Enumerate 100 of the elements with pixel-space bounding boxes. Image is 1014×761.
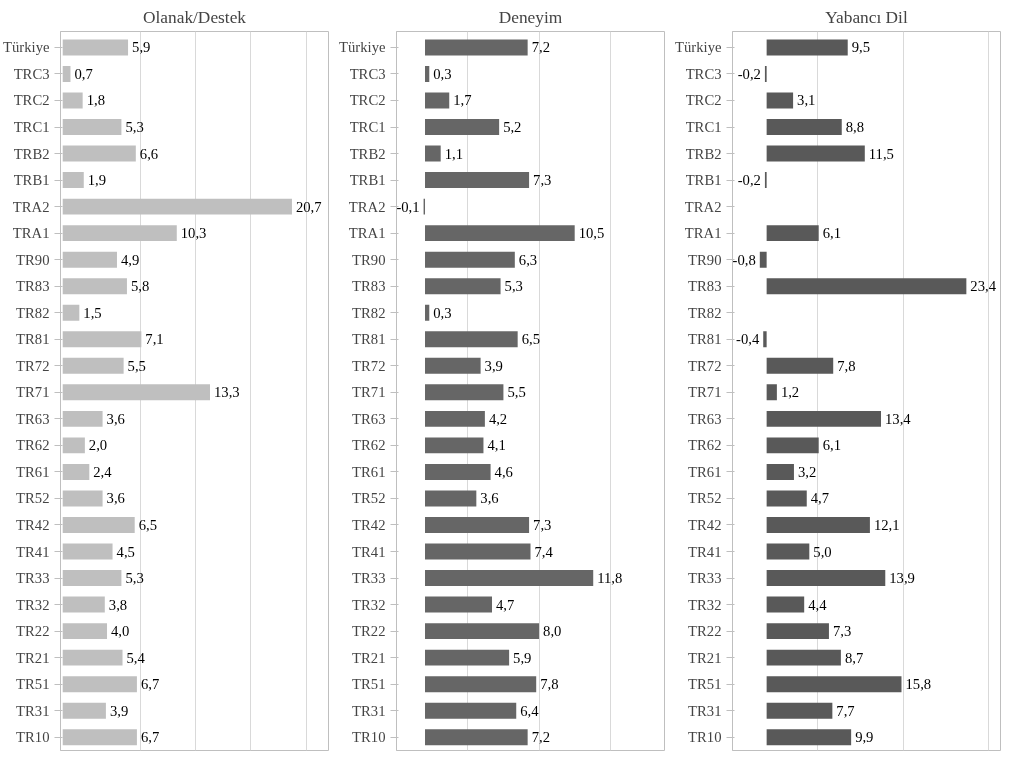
data-label: 6,7 <box>140 729 160 746</box>
y-tick-label: TRA1 <box>684 225 722 242</box>
y-tick-label: TR72 <box>352 357 386 374</box>
data-label: 13,3 <box>214 384 240 401</box>
data-label: 7,1 <box>145 331 164 348</box>
bar <box>766 119 842 135</box>
data-label: 7,8 <box>837 357 856 374</box>
y-tick-label: TRB2 <box>13 145 50 162</box>
y-tick-label: TR41 <box>688 543 722 560</box>
data-label: 8,8 <box>845 119 865 136</box>
bar <box>425 596 493 613</box>
bar <box>425 676 537 693</box>
data-label: 1,1 <box>444 145 464 162</box>
y-tick-label: TR33 <box>352 570 386 587</box>
y-tick-label: TR82 <box>16 304 50 321</box>
y-tick-label: TR82 <box>352 304 386 321</box>
bar <box>425 490 477 507</box>
bar <box>425 65 430 82</box>
y-tick-label: TR72 <box>688 357 722 374</box>
data-label: 4,7 <box>496 596 515 613</box>
y-tick-label: TR71 <box>16 384 50 401</box>
data-label: 6,3 <box>518 251 538 268</box>
y-tick-label: TR10 <box>352 729 386 746</box>
y-tick-label: TR21 <box>352 649 386 666</box>
bar <box>766 145 865 162</box>
y-tick-label: TR63 <box>352 410 386 427</box>
y-tick-label: TRB2 <box>349 145 386 162</box>
data-label: 7,3 <box>533 172 552 189</box>
data-label: 6,5 <box>521 331 540 348</box>
data-label: 2,0 <box>88 437 108 454</box>
y-tick-label: TR83 <box>16 278 50 295</box>
y-tick-label: TRB2 <box>685 145 722 162</box>
data-label: 3,8 <box>108 596 128 613</box>
y-tick-label: TR31 <box>16 702 50 719</box>
data-label: 3,9 <box>484 357 503 374</box>
data-label: 9,5 <box>851 39 871 56</box>
data-label: 7,7 <box>836 702 855 719</box>
y-tick-label: TR62 <box>688 437 722 454</box>
chart-title: Yabancı Dil <box>825 7 908 27</box>
y-tick-label: TR62 <box>352 437 386 454</box>
y-tick-label: TR51 <box>16 676 50 693</box>
data-label: -0,4 <box>736 331 760 348</box>
data-label: 3,2 <box>797 463 817 480</box>
bar <box>425 729 528 746</box>
chart-title: Deneyim <box>498 7 563 27</box>
bar <box>425 702 517 719</box>
y-tick-label: TR83 <box>352 278 386 295</box>
data-label: 8,0 <box>543 623 562 640</box>
y-tick-label: TR51 <box>688 676 722 693</box>
bar <box>766 649 841 666</box>
bar <box>766 437 819 454</box>
y-tick-label: TRC3 <box>13 65 50 82</box>
data-label: -0,8 <box>732 251 756 268</box>
data-label: 1,8 <box>86 92 105 109</box>
data-label: 2,4 <box>93 463 113 480</box>
chart-title: Olanak/Destek <box>143 7 247 27</box>
data-label: 1,5 <box>83 304 102 321</box>
data-label: 10,3 <box>180 225 207 242</box>
y-tick-label: TR42 <box>688 516 722 533</box>
y-tick-label: TRA2 <box>684 198 722 215</box>
data-label: 1,9 <box>87 172 107 189</box>
bar <box>425 145 441 162</box>
y-tick-label: TR62 <box>16 437 50 454</box>
bar <box>766 39 848 56</box>
data-label: 7,8 <box>540 676 559 693</box>
bar <box>766 384 777 401</box>
bar <box>766 463 794 480</box>
bar <box>425 331 518 348</box>
data-label: 3,1 <box>797 92 816 109</box>
data-label: 7,4 <box>534 543 554 560</box>
bar <box>766 596 805 613</box>
bar <box>425 278 501 295</box>
bar <box>425 437 484 454</box>
bar <box>425 172 530 189</box>
y-tick-label: TR41 <box>16 543 50 560</box>
data-label: 6,5 <box>138 516 158 533</box>
y-tick-label: TR61 <box>352 463 386 480</box>
data-label: 5,9 <box>132 39 151 56</box>
data-label: 4,4 <box>808 596 828 613</box>
data-label: 4,2 <box>488 410 508 427</box>
data-label: 23,4 <box>970 278 997 295</box>
y-tick-label: TR90 <box>352 251 386 268</box>
y-tick-label: TRA2 <box>12 198 50 215</box>
y-tick-label: TR71 <box>352 384 386 401</box>
bar <box>766 570 886 587</box>
data-label: 5,8 <box>130 278 150 295</box>
y-tick-label: TRC3 <box>685 65 722 82</box>
data-label: 10,5 <box>578 225 605 242</box>
data-label: -0,2 <box>737 65 761 82</box>
bar <box>766 357 834 374</box>
bar <box>425 39 528 56</box>
y-tick-label: TRA2 <box>348 198 386 215</box>
bar <box>766 702 833 719</box>
bar <box>766 729 852 746</box>
y-tick-label: TR31 <box>352 702 386 719</box>
data-label: -0,2 <box>737 172 761 189</box>
bar <box>425 304 430 321</box>
y-tick-label: TRC2 <box>13 92 50 109</box>
y-tick-label: TR82 <box>688 304 722 321</box>
y-tick-label: TR31 <box>688 702 722 719</box>
